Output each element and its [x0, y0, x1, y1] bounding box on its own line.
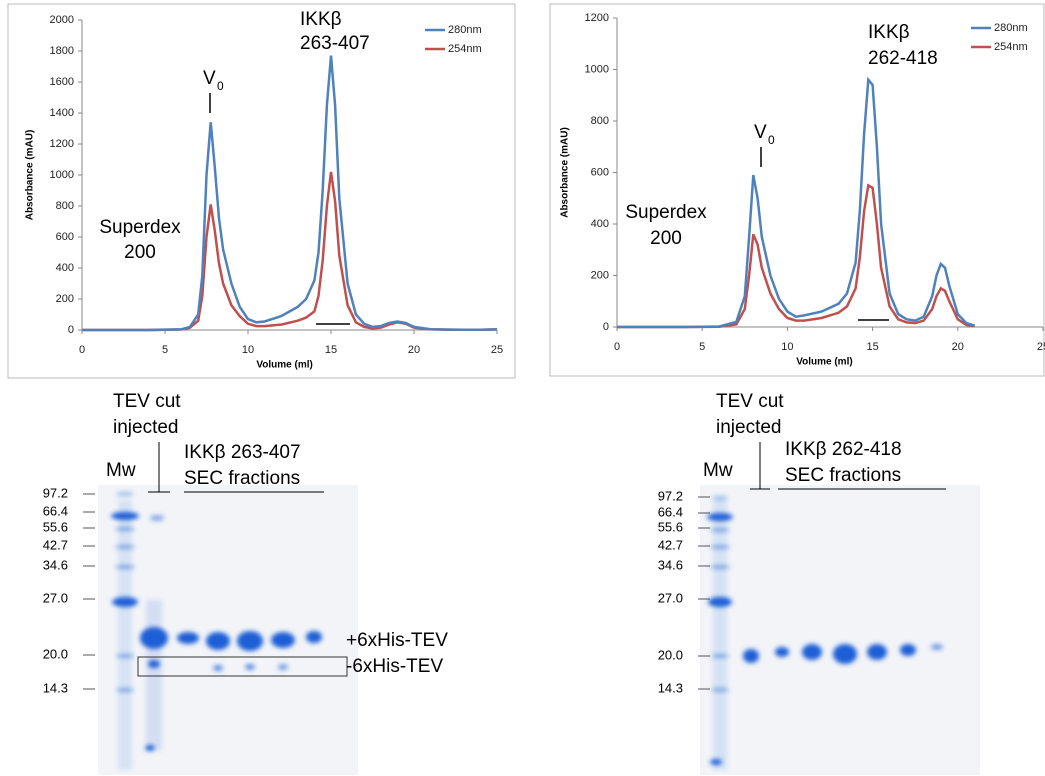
gel-label: Mw: [703, 460, 733, 481]
peak-label: IKKβ: [868, 22, 910, 43]
gel-bands: [111, 492, 322, 770]
marker-label: 55.6: [43, 519, 68, 534]
gel-bands: [707, 496, 943, 770]
marker-label: 66.4: [43, 503, 68, 518]
x-tick-label: 0: [79, 344, 85, 356]
line-series: [82, 55, 498, 332]
gel-label: SEC fractions: [785, 465, 901, 486]
gel-label: SEC fractions: [184, 468, 300, 489]
gel-label: IKKβ 263-407: [184, 442, 301, 463]
peak-label: IKKβ: [300, 9, 342, 30]
y-tick-label: 1000: [585, 63, 609, 75]
column-label: Superdex: [625, 202, 707, 223]
band-box: [137, 656, 348, 677]
line-series: [617, 183, 975, 329]
chart-frame: [549, 3, 1045, 377]
marker-label: 42.7: [658, 537, 683, 552]
y-tick-label: 1200: [585, 12, 609, 24]
void-label: V: [203, 68, 216, 89]
gel-right: TEV cut injected Mw IKKβ 262-418 SEC fra…: [700, 391, 980, 775]
marker-label: 97.2: [658, 488, 683, 503]
band-label: -6xHis-TEV: [346, 656, 443, 677]
void-sub: 0: [217, 79, 224, 93]
y-tick-label: 1000: [50, 169, 74, 181]
x-tick-label: 15: [325, 344, 337, 356]
legend-label: 254nm: [448, 43, 482, 55]
column-label: 200: [124, 242, 156, 263]
gel-background: [98, 485, 358, 775]
x-tick-label: 5: [699, 341, 705, 353]
void-label: V: [754, 122, 767, 143]
gel-label: injected: [113, 417, 179, 438]
y-tick-label: 200: [56, 293, 74, 305]
marker-label: 27.0: [658, 590, 683, 605]
x-tick-label: 10: [242, 344, 254, 356]
gel-label: IKKβ 262-418: [785, 439, 902, 460]
marker-label: 20.0: [658, 647, 683, 662]
y-tick-label: 800: [56, 200, 74, 212]
y-tick-label: 200: [591, 269, 609, 281]
x-tick-label: 25: [491, 344, 503, 356]
gel-label: injected: [716, 417, 782, 438]
legend-label: 280nm: [448, 24, 482, 36]
x-tick-label: 10: [781, 341, 793, 353]
gel-left: TEV cut injected Mw IKKβ 263-407 SEC fra…: [98, 391, 448, 775]
y-tick-label: 1400: [50, 107, 74, 119]
y-axis-label: Absorbance (mAU): [560, 127, 571, 218]
gel-label: TEV cut: [716, 391, 784, 412]
legend-label: 254nm: [994, 41, 1028, 53]
marker-label: 55.6: [658, 519, 683, 534]
marker-label: 27.0: [43, 590, 68, 605]
column-label: 200: [650, 228, 682, 249]
chart-frame: [7, 3, 516, 379]
x-tick-label: 5: [162, 344, 168, 356]
marker-label: 42.7: [43, 537, 68, 552]
band-label: +6xHis-TEV: [346, 630, 448, 651]
y-tick-label: 400: [56, 262, 74, 274]
y-tick-label: 1600: [50, 76, 74, 88]
x-tick-label: 20: [408, 344, 420, 356]
peak-label: 263-407: [300, 33, 370, 54]
y-tick-label: 1800: [50, 45, 74, 57]
marker-label: 34.6: [658, 557, 683, 572]
x-axis-label: Volume (ml): [796, 357, 852, 368]
y-tick-label: 0: [68, 324, 74, 336]
marker-label: 34.6: [43, 557, 68, 572]
line-series: [617, 76, 976, 329]
y-tick-label: 1200: [50, 138, 74, 150]
y-axis-label: Absorbance (mAU): [25, 130, 36, 221]
legend-label: 280nm: [994, 22, 1028, 34]
x-tick-label: 20: [952, 341, 964, 353]
x-tick-label: 15: [866, 341, 878, 353]
x-axis-label: Volume (ml): [256, 360, 312, 371]
column-label: Superdex: [99, 217, 181, 238]
marker-label: 97.2: [43, 485, 68, 500]
y-tick-label: 800: [591, 115, 609, 127]
y-tick-label: 2000: [50, 14, 74, 26]
y-tick-label: 400: [591, 218, 609, 230]
peak-label: 262-418: [868, 48, 938, 69]
gel-label: Mw: [106, 460, 136, 481]
y-tick-label: 0: [603, 321, 609, 333]
gel-background: [700, 485, 980, 775]
x-tick-label: 25: [1037, 341, 1045, 353]
marker-label: 14.3: [658, 680, 683, 695]
marker-label: 14.3: [43, 680, 68, 695]
marker-label: 66.4: [658, 504, 683, 519]
void-sub: 0: [768, 133, 775, 147]
marker-label: 20.0: [43, 646, 68, 661]
gel-label: TEV cut: [113, 391, 181, 412]
x-tick-label: 0: [614, 341, 620, 353]
y-tick-label: 600: [591, 166, 609, 178]
y-tick-label: 600: [56, 231, 74, 243]
